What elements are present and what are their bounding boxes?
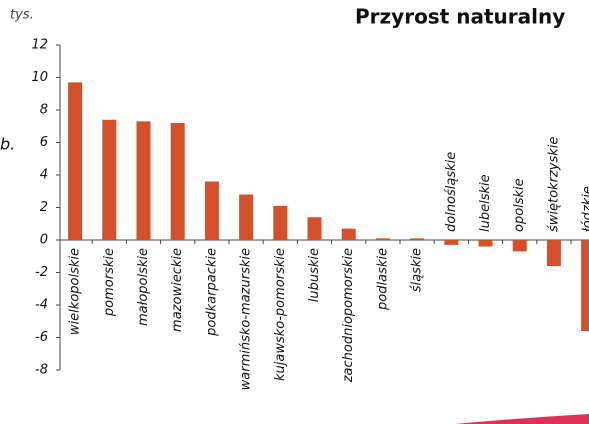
- y-tick-label: -4: [35, 298, 48, 313]
- x-tick-label: podkarpackie: [204, 248, 219, 337]
- x-tick-label: lubelskie: [478, 174, 493, 232]
- bar: [204, 181, 219, 240]
- annotation: b.: [0, 135, 15, 154]
- x-tick-label: świętokrzyskie: [546, 137, 561, 232]
- x-tick-label: dolnośląskie: [444, 152, 459, 232]
- bar: [341, 228, 356, 240]
- bar: [102, 119, 117, 240]
- x-tick-label: łódzkie: [581, 186, 589, 232]
- y-tick-label: 4: [40, 168, 48, 183]
- decoration: [455, 414, 589, 424]
- x-tick-label: kujawsko-pomorskie: [273, 248, 288, 381]
- x-tick-label: pomorskie: [102, 248, 117, 317]
- y-axis-unit: tys.: [10, 8, 34, 23]
- bar: [136, 121, 151, 240]
- bar: [478, 240, 493, 247]
- y-tick-label: -6: [35, 330, 48, 345]
- bar: [307, 217, 322, 240]
- x-tick-label: małopolskie: [136, 248, 151, 326]
- y-tick-label: 10: [31, 70, 48, 85]
- bar: [581, 240, 589, 331]
- bar: [546, 240, 561, 266]
- y-tick-label: -8: [35, 363, 48, 378]
- x-tick-label: mazowieckie: [170, 248, 185, 332]
- bar: [444, 240, 459, 245]
- bar: [512, 240, 527, 252]
- x-tick-label: warmińsko-mazurskie: [239, 248, 254, 390]
- y-tick-label: 2: [40, 200, 48, 215]
- bar: [68, 82, 83, 240]
- x-tick-label: śląskie: [410, 248, 425, 292]
- y-tick-label: -2: [35, 265, 48, 280]
- y-tick-label: 6: [40, 135, 48, 150]
- x-tick-label: wielkopolskie: [68, 248, 83, 335]
- x-tick-label: zachodniopomorskie: [341, 248, 356, 383]
- chart-title: Przyrost naturalny: [355, 5, 565, 29]
- x-tick-label: lubuskie: [307, 248, 322, 302]
- x-tick-label: opolskie: [512, 178, 527, 232]
- bar: [239, 194, 254, 240]
- y-tick-label: 0: [40, 233, 48, 248]
- bar: [375, 238, 390, 240]
- bar: [273, 205, 288, 240]
- y-tick-label: 8: [40, 103, 48, 118]
- bar: [170, 123, 185, 240]
- y-tick-label: 12: [31, 38, 48, 53]
- bar: [410, 238, 425, 240]
- x-tick-label: podlaskie: [375, 248, 390, 311]
